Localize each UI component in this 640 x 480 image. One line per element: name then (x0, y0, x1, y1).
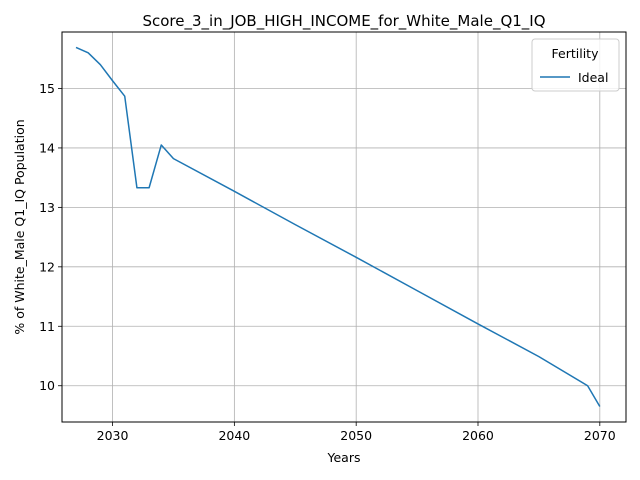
legend-entry-ideal: Ideal (578, 70, 608, 85)
series-layer (75, 46, 601, 407)
x-axis-label: Years (327, 450, 361, 465)
y-tick-label: 12 (39, 259, 55, 274)
x-tick-label: 2060 (462, 428, 494, 443)
y-tick-label: 10 (39, 378, 55, 393)
chart-title: Score_3_in_JOB_HIGH_INCOME_for_White_Mal… (142, 12, 545, 31)
y-axis-ticks: 10 11 12 13 14 15 (39, 81, 62, 393)
plot-frame (61, 31, 627, 423)
x-tick-label: 2040 (218, 428, 250, 443)
legend-box (531, 38, 620, 92)
x-axis-ticks: 2030 2040 2050 2060 2070 (97, 422, 616, 443)
legend-title: Fertility (552, 46, 600, 61)
grid-lines (62, 32, 626, 422)
x-tick-label: 2030 (97, 428, 129, 443)
y-axis-label: % of White_Male Q1_IQ Population (12, 119, 27, 334)
y-tick-label: 15 (39, 81, 55, 96)
y-tick-label: 13 (39, 200, 55, 215)
x-tick-label: 2070 (584, 428, 616, 443)
x-tick-label: 2050 (340, 428, 372, 443)
y-tick-label: 14 (39, 140, 55, 155)
legend: Fertility Ideal (531, 38, 620, 92)
y-tick-label: 11 (39, 319, 55, 334)
series-line-ideal (75, 46, 601, 407)
